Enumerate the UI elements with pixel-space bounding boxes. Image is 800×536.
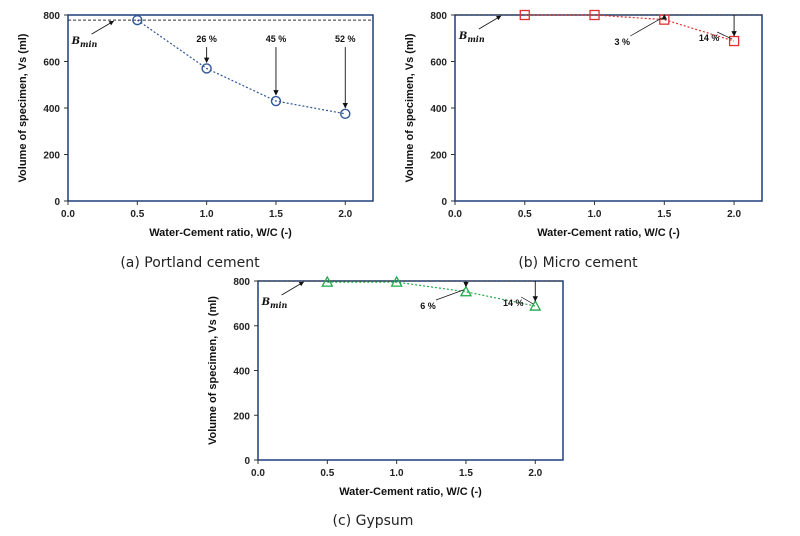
reduction-label: 52 % xyxy=(335,34,356,44)
data-point xyxy=(201,63,212,74)
reduction-label: 6 % xyxy=(420,301,436,311)
reduction-leader xyxy=(630,17,663,37)
y-tick-label: 0 xyxy=(54,197,60,208)
x-tick-label: 1.0 xyxy=(588,209,602,220)
bmin-arrow xyxy=(281,281,305,296)
chart-panel-1: 0.0 0.5 1.0 1.5 2.0 0 200 400 600 800 Water-Cement… xyxy=(17,11,374,271)
bmin-subscript: min xyxy=(467,34,485,44)
x-tick-label: 0.5 xyxy=(130,209,144,220)
data-point xyxy=(459,285,473,297)
series-trend-line xyxy=(524,14,735,42)
bmin-subscript: min xyxy=(270,300,288,310)
y-tick-label: 200 xyxy=(43,151,60,162)
y-tick-label: 600 xyxy=(430,58,447,69)
y-tick-label: 800 xyxy=(43,11,60,22)
x-tick-label: 0.0 xyxy=(448,209,462,220)
x-axis-label: Water-Cement ratio, W/C (-) xyxy=(537,227,680,239)
x-tick-label: 1.5 xyxy=(657,209,671,220)
bmin-label: Bmin xyxy=(71,36,98,49)
panel-caption: (a) Portland cement xyxy=(120,255,260,271)
x-tick-label: 1.5 xyxy=(459,468,473,479)
data-point xyxy=(321,275,334,287)
panel-caption: (c) Gypsum xyxy=(333,513,414,529)
reduction-label: 45 % xyxy=(266,34,287,44)
data-point xyxy=(589,9,600,21)
reduction-leader xyxy=(521,296,534,305)
y-tick-label: 800 xyxy=(430,11,447,22)
data-point xyxy=(270,95,282,107)
reduction-leader xyxy=(435,289,465,301)
y-tick-label: 800 xyxy=(233,277,250,288)
y-axis-label: Volume of specimen, Vs (ml) xyxy=(17,33,29,182)
reduction-leader xyxy=(716,31,733,40)
y-axis-label: Volume of specimen, Vs (ml) xyxy=(207,296,219,445)
bmin-arrow xyxy=(91,20,115,35)
y-tick-label: 0 xyxy=(244,456,250,467)
x-tick-label: 1.5 xyxy=(269,209,283,220)
reduction-label: 14 % xyxy=(699,33,720,43)
bmin-subscript: min xyxy=(80,39,98,49)
reduction-label: 3 % xyxy=(615,37,631,47)
x-tick-label: 1.0 xyxy=(200,209,214,220)
panel-caption: (b) Micro cement xyxy=(518,255,638,271)
y-tick-label: 400 xyxy=(430,104,447,115)
x-tick-label: 0.5 xyxy=(518,209,532,220)
y-tick-label: 400 xyxy=(233,367,250,378)
plot-frame xyxy=(67,14,374,202)
bmin-label: Bmin xyxy=(261,297,288,310)
y-tick-label: 400 xyxy=(43,104,60,115)
data-point xyxy=(340,108,351,120)
y-tick-label: 0 xyxy=(441,197,447,208)
bmin-arrow xyxy=(478,15,502,30)
data-point xyxy=(132,14,143,26)
x-tick-label: 0.0 xyxy=(61,209,75,220)
y-tick-label: 200 xyxy=(233,411,250,422)
x-tick-label: 2.0 xyxy=(528,468,542,479)
data-point xyxy=(390,275,403,287)
y-axis-label: Volume of specimen, Vs (ml) xyxy=(404,33,416,182)
bmin-label: Bmin xyxy=(458,31,485,44)
y-tick-label: 200 xyxy=(430,151,447,162)
series-trend-line xyxy=(327,281,536,307)
chart-panel-2: 0.0 0.5 1.0 1.5 2.0 0 200 400 600 800 Water-Cement… xyxy=(404,9,763,271)
x-axis-label: Water-Cement ratio, W/C (-) xyxy=(339,486,482,498)
x-tick-label: 2.0 xyxy=(338,209,352,220)
reduction-label: 14 % xyxy=(503,298,524,308)
y-tick-label: 600 xyxy=(233,322,250,333)
series-trend-line xyxy=(136,19,346,115)
data-point xyxy=(529,299,542,311)
x-tick-label: 1.0 xyxy=(390,468,404,479)
data-point xyxy=(519,9,530,21)
y-tick-label: 600 xyxy=(43,58,60,69)
chart-panel-3: 0.0 0.5 1.0 1.5 2.0 0 200 400 600 800 Water-Cement… xyxy=(207,275,564,529)
x-axis-label: Water-Cement ratio, W/C (-) xyxy=(149,227,292,239)
reduction-label: 26 % xyxy=(196,34,217,44)
x-tick-label: 0.5 xyxy=(320,468,334,479)
x-tick-label: 2.0 xyxy=(727,209,741,220)
x-tick-label: 0.0 xyxy=(251,468,265,479)
